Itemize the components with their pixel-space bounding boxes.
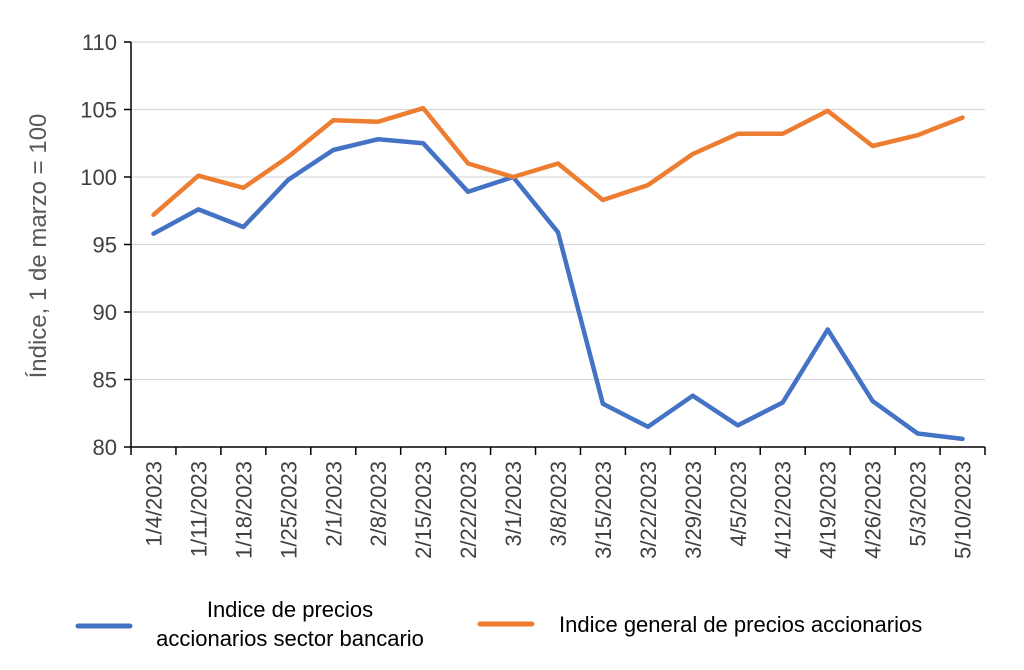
y-axis-tick-labels: 80 85 90 95 100 105 110 [80,30,117,460]
data-point [916,432,919,435]
x-tick-label: 5/10/2023 [951,461,976,559]
data-point [242,187,245,189]
data-point [871,400,874,402]
data-point [961,116,964,119]
data-point [557,162,559,165]
data-point [557,231,559,234]
data-point [197,208,200,211]
x-axis-ticks [130,447,986,455]
data-point [781,133,784,135]
x-tick-label: 3/8/2023 [546,461,571,547]
data-point [467,162,469,165]
x-tick-label: 3/22/2023 [636,461,661,559]
series-lines [151,105,965,442]
x-tick-label: 5/3/2023 [906,461,931,547]
y-axis-label: Índice, 1 de marzo = 100 [25,114,52,379]
data-point [197,174,200,177]
x-tick-label: 4/26/2023 [861,461,886,559]
data-point [377,120,380,123]
data-point [152,232,155,235]
y-tick-label: 95 [93,233,117,258]
x-tick-label: 4/19/2023 [816,461,841,559]
data-point [826,328,829,331]
x-axis-tick-labels: 1/4/2023 1/11/2023 1/18/2023 1/25/2023 2/1/2… [141,461,975,559]
data-point [332,119,335,122]
data-point [422,142,424,145]
data-point [961,438,964,440]
x-tick-label: 1/4/2023 [141,461,166,547]
data-point [871,145,874,147]
x-tick-label: 3/29/2023 [681,461,706,559]
data-point [467,191,469,193]
x-tick-label: 3/1/2023 [501,461,526,547]
legend: Indice de precios accionarios sector banc… [75,597,922,651]
y-tick-label: 105 [80,98,117,123]
data-point [512,176,514,178]
axes [124,41,985,448]
gridlines [131,41,985,381]
data-point [781,401,784,404]
x-tick-label: 1/11/2023 [186,461,211,557]
data-point [692,153,694,155]
data-point [692,394,694,397]
data-point [242,226,245,228]
legend-label-1: Indice de precios [207,597,373,622]
data-point [736,133,739,135]
x-tick-label: 2/15/2023 [411,461,436,559]
data-point [287,155,290,158]
legend-label-2: Indice general de precios accionarios [559,612,922,637]
y-tick-label: 110 [82,30,117,55]
y-tick-label: 85 [93,368,117,393]
data-point [152,214,155,216]
x-tick-label: 1/25/2023 [276,461,301,559]
series-line-2 [151,105,965,218]
data-point [647,184,649,186]
x-tick-label: 3/15/2023 [591,461,616,559]
data-point [422,107,424,109]
data-point [377,138,380,140]
data-point [916,134,919,136]
y-tick-label: 90 [93,300,117,325]
data-point [287,178,290,181]
series-line-1 [151,136,965,442]
y-tick-label: 100 [80,165,117,190]
data-point [826,110,829,112]
data-point [602,199,604,201]
y-tick-label: 80 [93,435,117,460]
x-tick-label: 2/1/2023 [321,461,346,547]
data-point [647,425,649,428]
x-tick-label: 1/18/2023 [231,461,256,559]
x-tick-label: 2/22/2023 [456,461,481,559]
data-point [332,149,335,151]
x-tick-label: 4/5/2023 [726,461,751,547]
legend-label-1: accionarios sector bancario [156,626,424,651]
data-point [602,403,604,405]
x-tick-label: 2/8/2023 [366,461,391,547]
x-tick-label: 4/12/2023 [771,461,796,559]
data-point [736,424,739,427]
